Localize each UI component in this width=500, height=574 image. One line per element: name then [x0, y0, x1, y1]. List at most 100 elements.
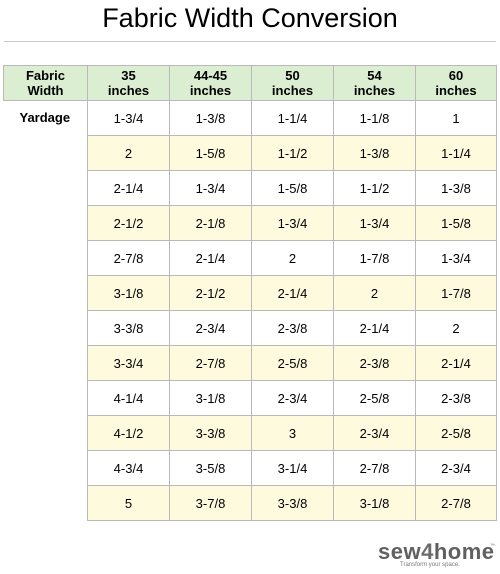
header-line1: 54: [367, 68, 382, 83]
header-line2: inches: [271, 83, 314, 98]
yardage-cell: 3-1/4: [251, 450, 334, 486]
yardage-cell: 2-1/4: [251, 275, 334, 311]
yardage-cell: 1-3/4: [333, 205, 416, 241]
header-fabric-width: Fabric Width: [3, 65, 88, 101]
yardage-cell: 2-1/2: [169, 275, 252, 311]
yardage-cell: 3: [251, 415, 334, 451]
table-body: Yardage 1-3/4 1-3/8 1-1/4 1-1/8 1 2 1-5/8 1-1/2 1…: [3, 100, 497, 521]
header-44-45-inches: 44-45 inches: [169, 65, 252, 101]
yardage-cell: 2: [87, 135, 170, 171]
yardage-cell: 4-1/2: [87, 415, 170, 451]
yardage-cell: 2-7/8: [169, 345, 252, 381]
yardage-cell: 2-3/4: [415, 450, 497, 486]
yardage-cell: 2-3/4: [169, 310, 252, 346]
logo-tagline: Transform your space.: [400, 562, 460, 568]
yardage-label: Yardage: [3, 100, 88, 521]
yardage-cell: 2-3/4: [251, 380, 334, 416]
yardage-cell: 1-1/8: [333, 100, 416, 136]
page-title: Fabric Width Conversion: [102, 3, 398, 33]
yardage-cell: 3-1/8: [333, 485, 416, 521]
yardage-cell: 3-3/4: [87, 345, 170, 381]
yardage-cell: 3-3/8: [87, 310, 170, 346]
yardage-cell: 1-3/4: [251, 205, 334, 241]
header-line2: inches: [189, 83, 232, 98]
header-line1: Fabric: [25, 68, 65, 83]
header-line2: inches: [107, 83, 150, 98]
header-50-inches: 50 inches: [251, 65, 334, 101]
yardage-cell: 2-1/2: [87, 205, 170, 241]
table-row: 2 1-5/8 1-1/2 1-3/8 1-1/4: [4, 135, 497, 171]
header-line2: Width: [27, 83, 64, 98]
header-line1: 60: [448, 68, 464, 83]
table-row: Yardage 1-3/4 1-3/8 1-1/4 1-1/8 1: [3, 100, 497, 521]
header-60-inches: 60 inches: [415, 65, 497, 101]
yardage-cell: 3-5/8: [169, 450, 252, 486]
header-line2: inches: [435, 83, 477, 98]
yardage-cell: 1-5/8: [251, 170, 334, 206]
yardage-cell: 1-3/8: [169, 100, 252, 136]
sew4home-logo: sew4home Transform your space. ™: [378, 541, 496, 569]
yardage-cell: 4-1/4: [87, 380, 170, 416]
yardage-cell: 2-3/8: [415, 380, 497, 416]
yardage-cell: 2-5/8: [251, 345, 334, 381]
yardage-cell: 1-3/8: [415, 170, 497, 206]
yardage-cell: 1-1/2: [251, 135, 334, 171]
yardage-cell: 1-1/4: [251, 100, 334, 136]
yardage-cell: 2-1/4: [333, 310, 416, 346]
logo-wordmark: sew4home: [378, 541, 495, 563]
table-row: 4-3/4 3-5/8 3-1/4 2-7/8 2-3/4: [4, 450, 497, 486]
yardage-cell: 3-3/8: [251, 485, 334, 521]
table-row: 3-3/8 2-3/4 2-3/8 2-1/4 2: [4, 310, 497, 346]
table-row: 4-1/2 3-3/8 3 2-3/4 2-5/8: [4, 415, 497, 451]
yardage-cell: 2-7/8: [333, 450, 416, 486]
yardage-cell: 5: [87, 485, 170, 521]
header-54-inches: 54 inches: [333, 65, 416, 101]
yardage-cell: 2-7/8: [87, 240, 170, 276]
table-row: 2-1/2 2-1/8 1-3/4 1-3/4 1-5/8: [4, 205, 497, 241]
yardage-cell: 2-5/8: [415, 415, 497, 451]
table-row: 3-1/8 2-1/2 2-1/4 2 1-7/8: [4, 275, 497, 311]
logo-text-sew: sew: [378, 539, 422, 564]
header-line1: 35: [121, 68, 136, 83]
yardage-cell: 3-1/8: [87, 275, 170, 311]
table-row: 3-3/4 2-7/8 2-5/8 2-3/8 2-1/4: [4, 345, 497, 381]
yardage-cell: 2-3/4: [333, 415, 416, 451]
yardage-cell: 2-1/4: [415, 345, 497, 381]
table-row: 4-1/4 3-1/8 2-3/4 2-5/8 2-3/8: [4, 380, 497, 416]
header-line1: 50: [285, 68, 300, 83]
yardage-cell: 1-3/4: [415, 240, 497, 276]
table-row: 5 3-7/8 3-3/8 3-1/8 2-7/8: [4, 485, 497, 521]
yardage-cell: 3-7/8: [169, 485, 252, 521]
yardage-cell: 2-1/8: [169, 205, 252, 241]
yardage-cell: 1-1/4: [415, 135, 497, 171]
logo-text-4: 4: [421, 539, 434, 564]
yardage-cell: 1-3/8: [333, 135, 416, 171]
yardage-cell: 2: [415, 310, 497, 346]
title-divider: [4, 41, 496, 42]
yardage-cell: 4-3/4: [87, 450, 170, 486]
header-line2: inches: [353, 83, 396, 98]
logo-trademark: ™: [490, 543, 495, 549]
yardage-cell: 1-7/8: [333, 240, 416, 276]
header-row: Fabric Width 35 inches 44-45 inches 50 inche…: [3, 65, 497, 101]
yardage-cell: 2-1/4: [169, 240, 252, 276]
yardage-cell: 2: [251, 240, 334, 276]
yardage-cell: 2-1/4: [87, 170, 170, 206]
yardage-cell: 2-3/8: [333, 345, 416, 381]
yardage-cell: 1: [415, 100, 497, 136]
yardage-cell: 1-5/8: [415, 205, 497, 241]
yardage-cell: 1-5/8: [169, 135, 252, 171]
yardage-cell: 2: [333, 275, 416, 311]
yardage-cell: 3-3/8: [169, 415, 252, 451]
yardage-cell: 2-7/8: [415, 485, 497, 521]
yardage-cell: 1-1/2: [333, 170, 416, 206]
yardage-cell: 1-3/4: [169, 170, 252, 206]
conversion-table: Fabric Width 35 inches 44-45 inches 50 inche…: [3, 65, 497, 521]
yardage-cell: 3-1/8: [169, 380, 252, 416]
header-35-inches: 35 inches: [87, 65, 170, 101]
logo-text-home: home: [433, 539, 495, 564]
yardage-cell: 2-3/8: [251, 310, 334, 346]
yardage-cell: 2-5/8: [333, 380, 416, 416]
yardage-cell: 1-3/4: [87, 100, 170, 136]
yardage-cell: 1-7/8: [415, 275, 497, 311]
